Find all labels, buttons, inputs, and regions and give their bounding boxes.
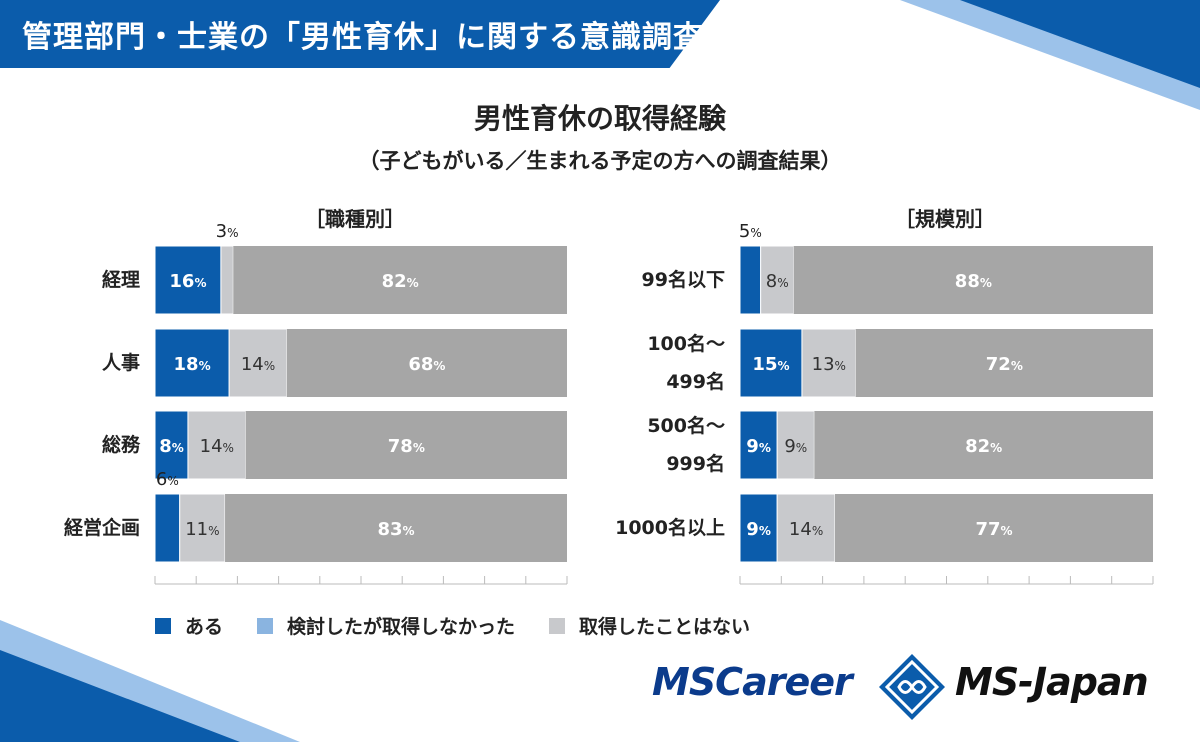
data-label: 14% [241, 354, 275, 375]
data-label: 16% [169, 271, 206, 292]
chart-title: 男性育休の取得経験 [473, 102, 726, 135]
data-label: 82% [965, 436, 1002, 457]
category-label: 総務 [101, 434, 140, 456]
data-label: 5% [739, 221, 762, 242]
data-label: 9% [746, 519, 771, 540]
bar-segment-considered [776, 410, 815, 480]
data-label: 82% [382, 271, 419, 292]
bar-segment-yes [739, 410, 778, 480]
bar-segment-yes [154, 493, 181, 563]
legend-item-yes: ある [155, 612, 223, 639]
panel-label-job: ［職種別］ [305, 207, 405, 231]
data-label: 3% [216, 221, 239, 242]
legend-label-yes: ある [185, 616, 224, 638]
data-label: 68% [408, 354, 445, 375]
data-label: 18% [174, 354, 211, 375]
data-label: 9% [746, 436, 771, 457]
legend-item-considered: 検討したが取得しなかった [257, 612, 515, 639]
legend-label-never: 取得したことはない [579, 616, 751, 638]
bar-segment-considered [220, 245, 234, 315]
data-label: 83% [377, 519, 414, 540]
legend-label-considered: 検討したが取得しなかった [287, 616, 516, 638]
data-label: 72% [986, 354, 1023, 375]
category-label: 500名〜 999名 [647, 415, 725, 475]
data-label: 6% [156, 469, 179, 490]
category-label: 1000名以上 [615, 517, 725, 539]
data-label: 77% [975, 519, 1012, 540]
bar-segment-considered [179, 493, 226, 563]
bar-segment-never [286, 329, 567, 397]
category-label: 99名以下 [641, 269, 725, 291]
legend-item-never: 取得したことはない [549, 612, 750, 639]
bar-segment-never [225, 494, 568, 562]
bar-segment-yes [739, 328, 803, 398]
bar-segment-never [793, 246, 1153, 314]
bar-segment-never [855, 329, 1153, 397]
bar-segment-yes [154, 410, 189, 480]
data-label: 14% [200, 436, 234, 457]
bar-segment-never [233, 246, 567, 314]
data-label: 78% [388, 436, 425, 457]
bar-segment-yes [739, 245, 762, 315]
data-label: 9% [784, 436, 807, 457]
legend-swatch-yes [155, 617, 171, 634]
chart-subtitle: （子どもがいる／生まれる予定の方への調査結果） [358, 149, 842, 173]
banner-title: 管理部門・士業の「男性育休」に関する意識調査 [22, 20, 704, 55]
bar-segment-yes [739, 493, 778, 563]
chart-area: 16% 3% 82% 18% 14% 68% 8% 14% 78% 6% 11% 83% 5% 8% 88%… [154, 221, 1154, 585]
data-label: 8% [766, 271, 789, 292]
data-label: 14% [789, 519, 823, 540]
legend: ある 検討したが取得しなかった 取得したことはない [155, 612, 784, 639]
diamond-logo-icon [879, 654, 945, 720]
mscareer-logo: MSCareer [652, 660, 853, 704]
data-label: 15% [752, 354, 789, 375]
legend-swatch-considered [257, 617, 274, 634]
header-banner [0, 0, 720, 68]
bar-segment-never [245, 411, 567, 479]
data-label: 11% [185, 519, 219, 540]
legend-swatch-never [549, 617, 566, 634]
panel-label-size: ［規模別］ [895, 207, 995, 231]
bar-segment-never [834, 494, 1153, 562]
bar-segment-never [814, 411, 1153, 479]
data-label: 8% [159, 436, 184, 457]
data-label: 13% [812, 354, 846, 375]
bar-segment-considered [187, 410, 247, 480]
category-label: 人事 [101, 352, 140, 374]
bar-segment-considered [776, 493, 836, 563]
bar-segment-considered [228, 328, 288, 398]
data-label: 88% [955, 271, 992, 292]
category-label: 経営企画 [63, 517, 140, 539]
category-label: 100名〜 499名 [647, 333, 725, 393]
top-right-stripe [960, 0, 1200, 88]
bottom-left-stripe [0, 650, 240, 742]
bar-segment-yes [154, 328, 230, 398]
bar-segment-yes [154, 245, 222, 315]
bar-segment-considered [801, 328, 857, 398]
category-label: 経理 [101, 269, 140, 291]
msjapan-logo: MS-Japan [955, 660, 1149, 704]
